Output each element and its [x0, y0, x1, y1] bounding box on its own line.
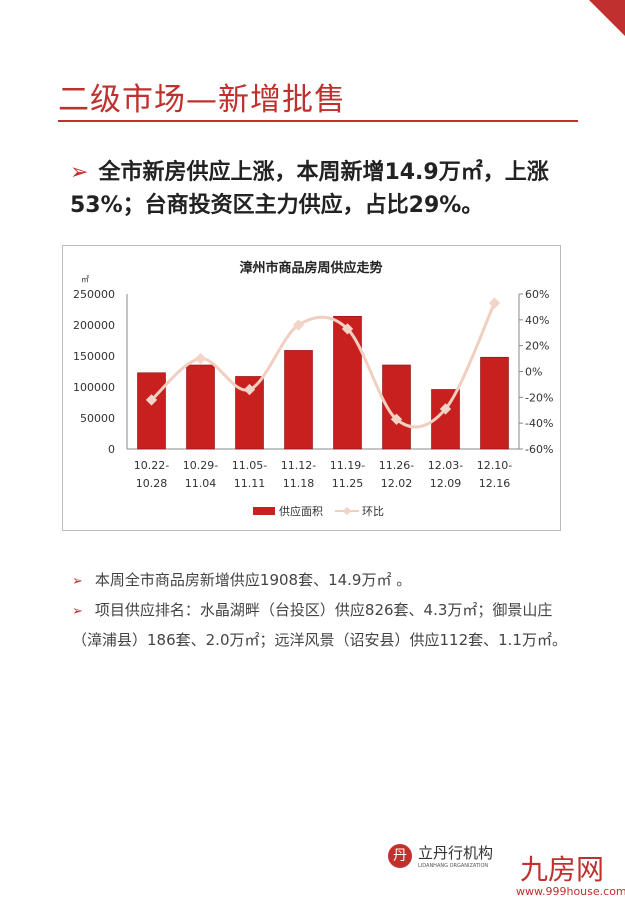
- legend-line-marker: [342, 506, 352, 516]
- left-tick-label: 250000: [73, 288, 115, 301]
- site-url: www.999house.com: [516, 885, 625, 898]
- x-tick-label: 11.04: [185, 477, 217, 490]
- left-tick-label: 150000: [73, 350, 115, 363]
- x-tick-label: 12.09: [430, 477, 462, 490]
- legend-label: 供应面积: [279, 504, 323, 518]
- left-tick-label: 50000: [80, 412, 115, 425]
- headline-text: 全市新房供应上涨，本周新增14.9万㎡，上涨53%；台商投资区主力供应，占比29…: [70, 160, 549, 218]
- line-point: [439, 403, 452, 415]
- x-tick-label: 10.22-: [134, 459, 169, 472]
- x-tick-label: 11.25: [332, 477, 364, 490]
- left-tick-label: 100000: [73, 381, 115, 394]
- line-point: [194, 352, 207, 365]
- x-tick-label: 11.26-: [379, 459, 414, 472]
- line-point: [243, 383, 256, 396]
- x-tick-label: 11.11: [234, 477, 266, 490]
- right-tick-label: -40%: [525, 417, 553, 430]
- site-logo: 九房网: [520, 853, 605, 886]
- x-tick-label: 10.29-: [183, 459, 218, 472]
- bar: [186, 364, 215, 450]
- line-point: [390, 413, 403, 425]
- legend-label: 环比: [362, 505, 384, 518]
- x-tick-label: 11.12-: [281, 459, 316, 472]
- bullet-text: 项目供应排名：水晶湖畔（台投区）供应826套、4.3万㎡；御景山庄（漳浦县）18…: [72, 601, 567, 649]
- corner-decoration: [589, 0, 625, 36]
- right-tick-label: 60%: [525, 288, 549, 301]
- seal-icon: 丹: [388, 843, 412, 868]
- left-tick-label: 0: [108, 443, 115, 456]
- x-tick-label: 12.16: [479, 477, 511, 490]
- org-name-en: LIDANHANG ORGANIZATION: [418, 863, 489, 869]
- arrow-bullet-icon: ➢: [72, 604, 83, 619]
- bullet-item: ➢ 本周全市商品房新增供应1908套、14.9万㎡ 。: [72, 566, 572, 596]
- line-point: [488, 297, 501, 309]
- arrow-bullet-icon: ➢: [72, 574, 83, 589]
- org-name: 立丹行机构: [418, 844, 494, 862]
- y-axis-unit: ㎡: [81, 275, 89, 284]
- right-tick-label: 40%: [525, 314, 549, 327]
- page-title: 二级市场—新增批售: [58, 82, 346, 118]
- bar: [431, 389, 460, 450]
- legend-bar-swatch: [253, 507, 275, 515]
- bullet-item: ➢ 项目供应排名：水晶湖畔（台投区）供应826套、4.3万㎡；御景山庄（漳浦县）1…: [72, 596, 572, 655]
- x-tick-label: 10.28: [136, 477, 168, 490]
- x-tick-label: 11.19-: [330, 459, 365, 472]
- org-logo: 丹 立丹行机构 LIDANHANG ORGANIZATION: [388, 842, 493, 869]
- headline: ➢ 全市新房供应上涨，本周新增14.9万㎡，上涨53%；台商投资区主力供应，占比2…: [70, 156, 590, 222]
- line-point: [145, 394, 158, 406]
- x-tick-label: 12.10-: [477, 459, 512, 472]
- right-tick-label: -20%: [525, 391, 553, 404]
- x-tick-label: 11.18: [283, 477, 315, 490]
- bullet-list: ➢ 本周全市商品房新增供应1908套、14.9万㎡ 。 ➢ 项目供应排名：水晶湖畔（…: [72, 566, 572, 655]
- bar: [284, 350, 313, 450]
- right-tick-label: -60%: [525, 443, 553, 456]
- title-divider: [58, 120, 578, 122]
- bar: [333, 316, 362, 450]
- x-tick-label: 12.03-: [428, 459, 463, 472]
- arrow-bullet-icon: ➢: [70, 160, 89, 185]
- bar: [480, 356, 509, 450]
- chart-title: 漳州市商品房周供应走势: [239, 260, 382, 276]
- x-tick-label: 11.05-: [232, 459, 267, 472]
- bar: [137, 372, 166, 450]
- right-tick-label: 20%: [525, 340, 549, 353]
- bullet-text: 本周全市商品房新增供应1908套、14.9万㎡ 。: [94, 571, 412, 589]
- right-tick-label: 0%: [525, 366, 542, 379]
- left-tick-label: 200000: [73, 319, 115, 332]
- x-tick-label: 12.02: [381, 477, 413, 490]
